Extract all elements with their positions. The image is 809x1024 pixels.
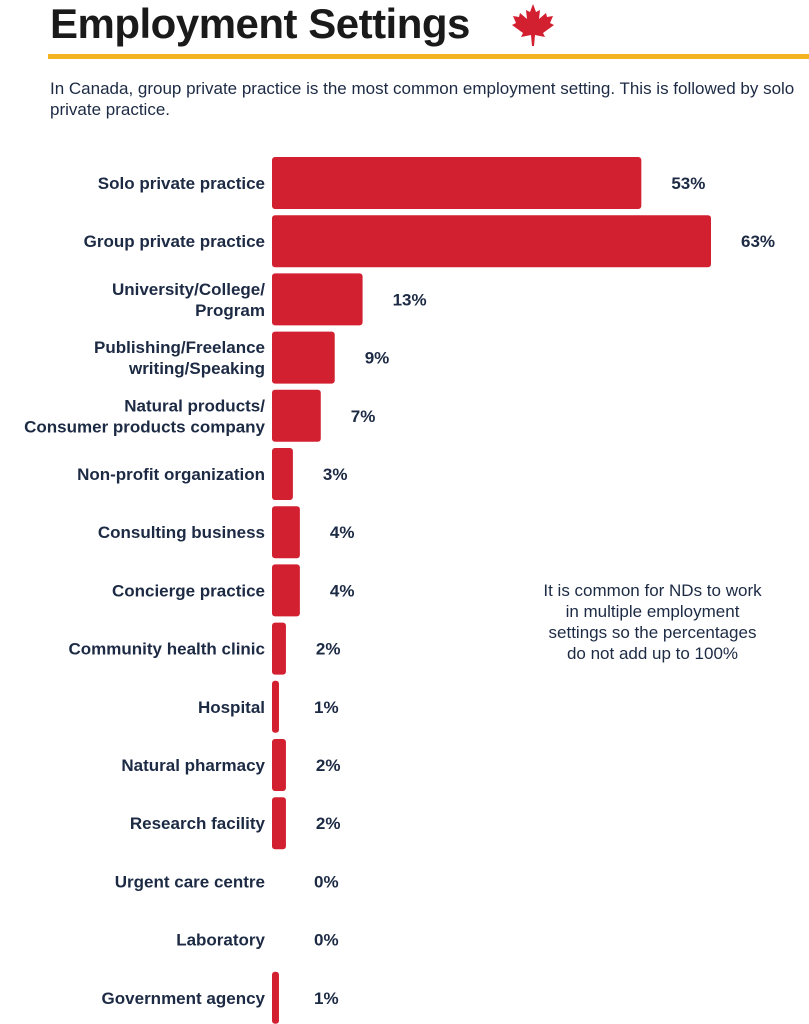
maple-leaf-icon [512,4,554,46]
bar-6 [272,506,300,559]
value-label: 1% [314,698,339,717]
value-label: 3% [323,465,348,484]
category-label: Solo private practice [98,174,265,193]
bar-14 [272,971,279,1024]
value-label: 2% [316,814,341,833]
value-label: 7% [351,407,376,426]
bar-1 [272,215,711,268]
footnote-text: It is common for NDs to work in multiple… [543,581,762,663]
bar-4 [272,389,321,442]
category-label: Concierge practice [112,581,265,600]
category-label: Group private practice [84,232,265,251]
bar-3 [272,331,335,384]
bar-5 [272,448,293,500]
category-label: Consulting business [98,523,265,542]
title-underline [48,54,809,59]
value-label: 0% [314,872,339,891]
category-label: Urgent care centre [115,872,265,891]
bar-2 [272,273,363,326]
value-label: 9% [365,349,390,368]
category-label: Natural products/Consumer products compa… [24,396,265,436]
value-label: 4% [330,523,355,542]
category-label: Laboratory [176,931,265,950]
bar-10 [272,739,286,791]
category-label: Publishing/Freelance writing/Speaking [94,338,265,378]
category-label: Hospital [198,698,265,717]
value-label: 1% [314,989,339,1008]
page-title: Employment Settings [50,0,470,47]
bar-9 [272,680,279,733]
category-label: Community health clinic [69,640,265,659]
bar-0 [272,157,642,209]
value-label: 63% [741,232,775,251]
value-label: 0% [314,931,339,950]
value-label: 4% [330,581,355,600]
category-label: University/College/Program [112,280,265,320]
category-label: Non-profit organization [77,465,265,484]
category-label: Natural pharmacy [121,756,265,775]
bar-11 [272,797,286,850]
category-label: Government agency [102,989,266,1008]
category-label: Research facility [130,814,266,833]
employment-bar-chart: Solo private practice 53% Group private pr… [24,157,775,1024]
value-label: 2% [316,756,341,775]
value-label: 13% [393,290,427,309]
value-label: 2% [316,640,341,659]
intro-text: In Canada, group private practice is the… [50,79,795,119]
bar-7 [272,564,300,617]
value-label: 53% [671,174,705,193]
bar-8 [272,622,286,675]
